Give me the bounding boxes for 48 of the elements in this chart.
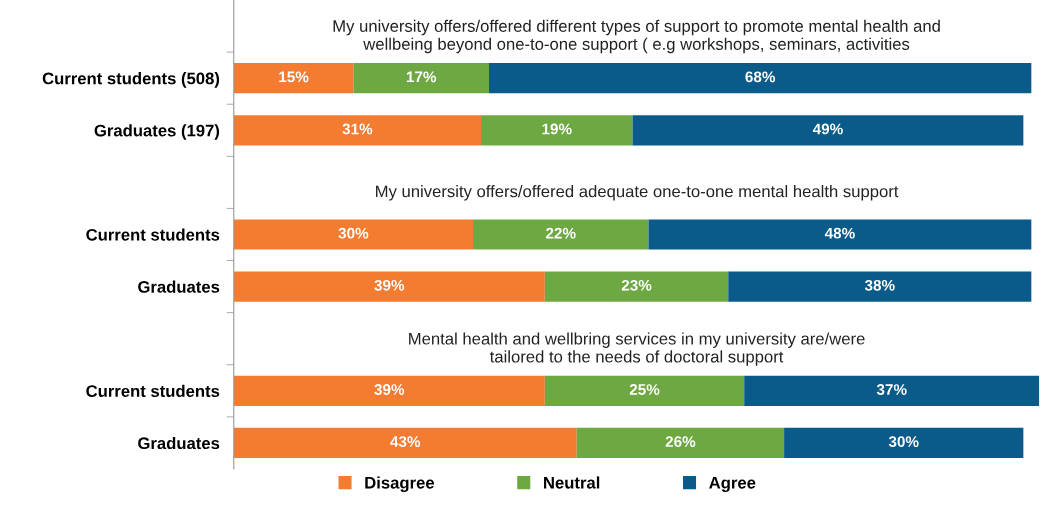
data-label: 26% [665,436,696,448]
bar [576,427,785,459]
data-label: 37% [876,384,907,395]
legend-label: Neutral [544,476,600,489]
annotation: Mental health and wellbring services in my university are/were tailored to the needs of doctoral support [409,332,865,366]
y-tick-label: Graduates [138,280,220,293]
data-label: 15% [279,71,309,83]
data-label: 43% [390,436,421,448]
data-label: 30% [888,436,919,448]
data-label: 49% [812,123,843,135]
bar [233,219,474,250]
data-label: 39% [374,279,405,291]
data-label: 68% [745,71,776,83]
y-tick-label: Graduates (197) [94,124,220,140]
y-tick-label: Current students [86,384,220,398]
data-label: 23% [621,279,652,291]
annotation: My university offers/offered different types of support to promote mental health and wellbeing beyond one-to-one support ( e.g workshops, seminars, activities [333,19,940,54]
bar [473,219,649,250]
legend-label: Agree [709,477,756,492]
data-label: 39% [374,384,405,395]
data-label: 22% [546,227,576,239]
bar [488,63,1032,94]
data-label: 38% [864,279,895,291]
legend-label: Disagree [365,476,435,492]
bar [233,375,545,406]
bar [544,271,729,302]
bar [728,271,1032,302]
y-tick-label: Graduates [138,436,220,450]
bar [233,63,354,94]
data-label: 25% [629,384,660,395]
bar [784,427,1024,459]
bar [481,115,633,146]
data-label: 30% [338,227,369,239]
y-tick-label: Current students (508) [42,72,220,88]
data-label: 48% [824,227,855,239]
bar [632,115,1024,146]
bar [544,375,745,406]
bar [648,219,1032,250]
bar [744,375,1040,406]
bar [233,427,577,459]
data-label: 19% [542,123,572,135]
bar [233,271,545,302]
data-label: 17% [406,71,437,83]
annotation: My university offers/offered adequate one-to-one mental health support [376,185,899,201]
y-tick-label: Current students [86,228,220,241]
bar [233,115,482,146]
data-label: 31% [342,123,373,135]
bar [353,63,489,94]
